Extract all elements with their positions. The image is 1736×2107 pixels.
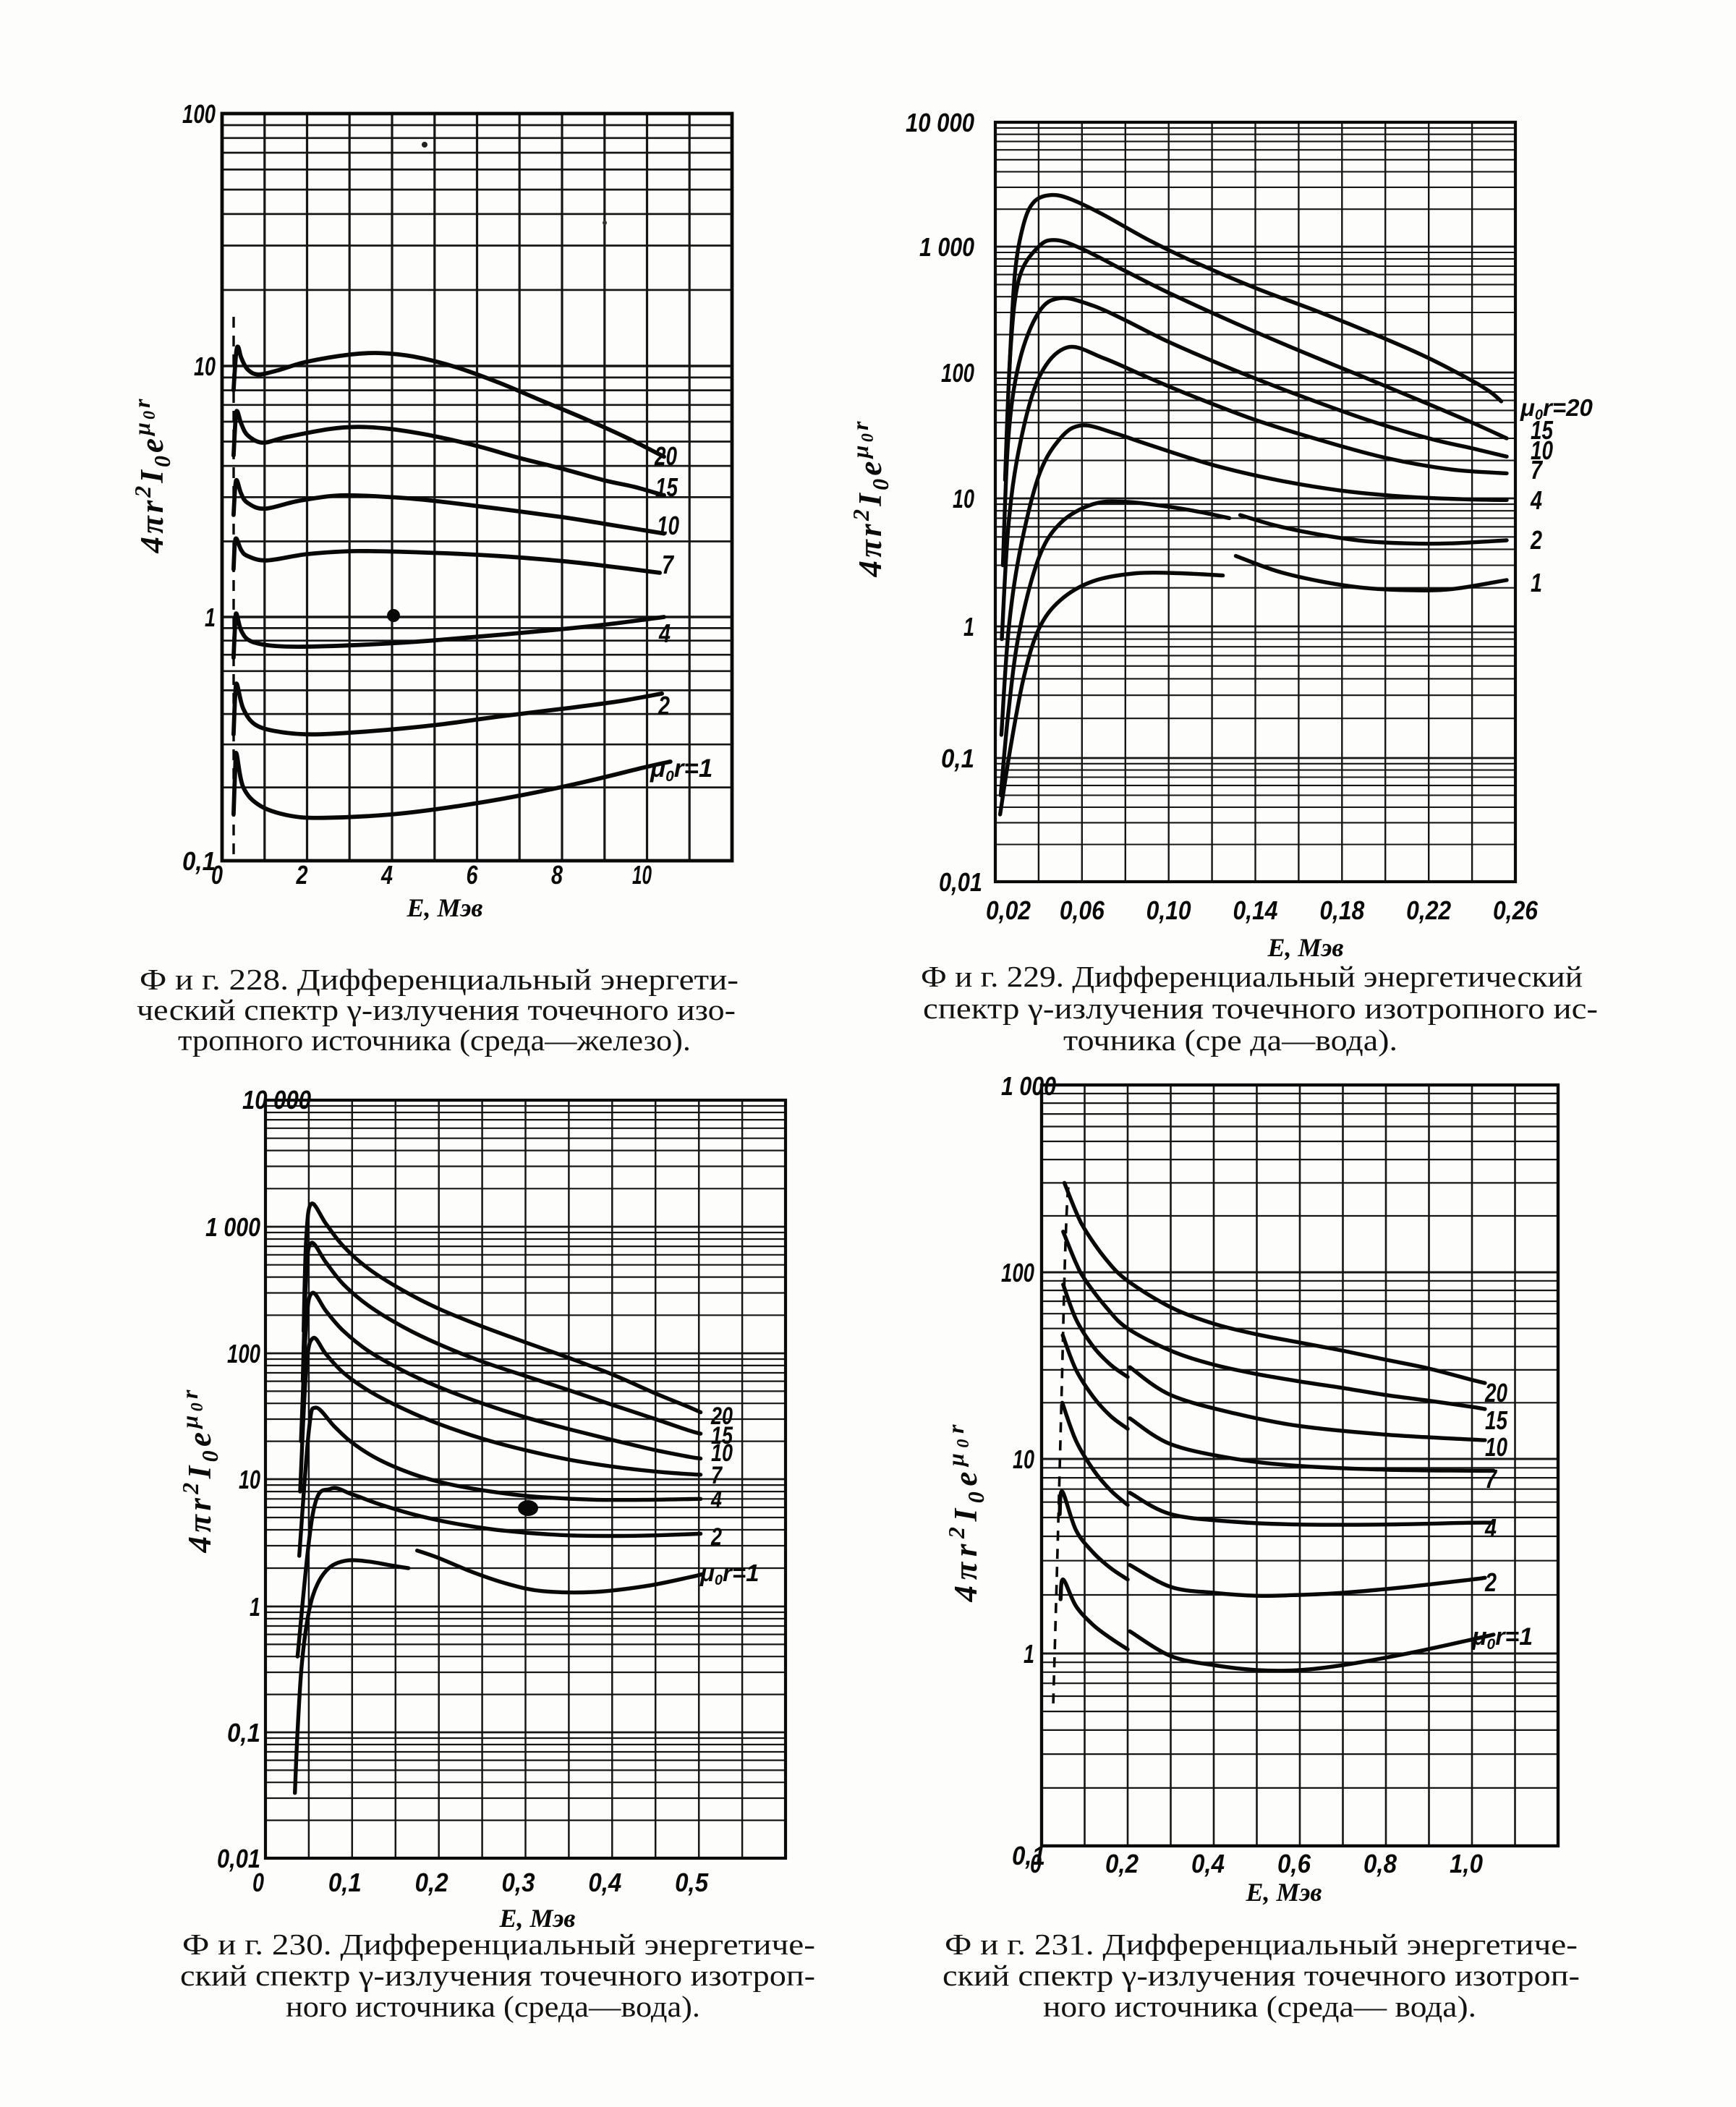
svg-text:E, Мэв: E, Мэв — [1245, 1878, 1322, 1907]
svg-text:0,1: 0,1 — [227, 1718, 260, 1748]
svg-text:0,14: 0,14 — [1233, 895, 1278, 925]
svg-text:20: 20 — [1484, 1378, 1507, 1408]
svg-text:10 000: 10 000 — [242, 1085, 311, 1115]
svg-text:ческий спектр γ-излучения точе: ческий спектр γ-излучения точечного изо- — [137, 993, 736, 1026]
svg-text:0: 0 — [252, 1868, 264, 1897]
svg-text:1: 1 — [250, 1592, 260, 1622]
svg-text:4: 4 — [1484, 1513, 1497, 1543]
svg-text:7: 7 — [1531, 455, 1544, 485]
svg-text:2: 2 — [296, 860, 308, 890]
svg-text:0,1: 0,1 — [941, 744, 974, 773]
svg-text:Ф и г. 228. Дифференциальный: Ф и г. 228. Дифференциальный энергети- — [140, 963, 739, 996]
svg-text:7: 7 — [711, 1462, 723, 1489]
svg-text:4: 4 — [710, 1486, 722, 1514]
svg-text:E, Мэв: E, Мэв — [498, 1904, 575, 1933]
svg-text:4πr2I0eμ0r: 4πr2I0eμ0r — [129, 399, 175, 554]
svg-text:8: 8 — [551, 860, 563, 890]
svg-text:0,2: 0,2 — [1105, 1849, 1139, 1878]
svg-text:10: 10 — [239, 1465, 260, 1494]
svg-text:0,6: 0,6 — [1277, 1849, 1311, 1878]
svg-text:1: 1 — [963, 612, 974, 642]
svg-text:10: 10 — [194, 352, 216, 381]
svg-text:7: 7 — [662, 550, 675, 579]
svg-text:100: 100 — [182, 99, 216, 129]
svg-text:0,01: 0,01 — [217, 1844, 260, 1873]
svg-text:0,22: 0,22 — [1406, 895, 1451, 925]
svg-text:1 000: 1 000 — [919, 232, 974, 262]
svg-text:2: 2 — [1530, 525, 1542, 555]
svg-text:10: 10 — [1013, 1444, 1034, 1474]
svg-text:0,5: 0,5 — [675, 1868, 709, 1897]
svg-text:10: 10 — [711, 1439, 733, 1467]
svg-text:10: 10 — [1531, 435, 1553, 465]
svg-text:1 000: 1 000 — [1001, 1071, 1056, 1101]
svg-text:4πr2I0eμ0r: 4πr2I0eμ0r — [847, 421, 893, 578]
svg-text:10: 10 — [1485, 1432, 1507, 1462]
svg-text:0,4: 0,4 — [1191, 1849, 1225, 1878]
svg-text:E, Мэв: E, Мэв — [1267, 933, 1343, 962]
svg-text:2: 2 — [1484, 1567, 1497, 1597]
svg-text:1: 1 — [1024, 1639, 1034, 1669]
svg-text:4: 4 — [1530, 485, 1542, 515]
svg-text:Ф и г. 229. Дифференциальный: Ф и г. 229. Дифференциальный энергетичес… — [921, 960, 1583, 993]
svg-text:0,1: 0,1 — [328, 1868, 362, 1897]
svg-text:0,1: 0,1 — [182, 846, 216, 876]
svg-text:4πr2I0eμ0r: 4πr2I0eμ0r — [176, 1389, 223, 1554]
svg-text:100: 100 — [227, 1339, 260, 1369]
svg-text:1: 1 — [1531, 568, 1542, 597]
svg-text:0,2: 0,2 — [415, 1868, 448, 1897]
svg-text:10: 10 — [953, 484, 974, 514]
svg-text:2: 2 — [658, 691, 670, 720]
svg-text:0,01: 0,01 — [939, 867, 982, 897]
svg-text:ного источника (среда—вода).: ного источника (среда—вода). — [286, 1990, 700, 2023]
svg-text:1: 1 — [205, 603, 216, 632]
svg-text:точника (сре да—вода).: точника (сре да—вода). — [1063, 1023, 1397, 1057]
svg-text:7: 7 — [1485, 1464, 1498, 1494]
svg-text:1,0: 1,0 — [1450, 1849, 1483, 1878]
svg-text:15: 15 — [655, 472, 678, 502]
svg-text:4: 4 — [380, 860, 393, 890]
svg-text:ский спектр γ-излучения точе: ский спектр γ-излучения точечного изотро… — [180, 1959, 815, 1992]
svg-text:6: 6 — [467, 860, 479, 890]
svg-text:Ф и г. 230. Дифференциальны: Ф и г. 230. Дифференциальный энергетиче- — [182, 1928, 815, 1961]
svg-text:μ0r=20: μ0r=20 — [1520, 394, 1593, 423]
svg-text:μ0r=1: μ0r=1 — [1471, 1623, 1533, 1653]
svg-text:0,02: 0,02 — [986, 895, 1031, 925]
svg-text:ский спектр γ-излучения точ: ский спектр γ-излучения точечного изотро… — [943, 1959, 1580, 1992]
svg-text:μ0r=1: μ0r=1 — [650, 754, 712, 785]
svg-text:0,4: 0,4 — [588, 1868, 621, 1897]
svg-text:10: 10 — [632, 860, 652, 890]
svg-text:20: 20 — [654, 441, 677, 471]
svg-text:15: 15 — [1485, 1405, 1508, 1435]
svg-text:4πr2I0eμ0r: 4πr2I0eμ0r — [943, 1424, 989, 1603]
svg-text:ного источника (среда— вода): ного источника (среда— вода). — [1043, 1990, 1476, 2023]
svg-text:10: 10 — [657, 511, 679, 540]
svg-text:100: 100 — [941, 358, 974, 388]
svg-text:спектр γ-излучения точечного: спектр γ-излучения точечного изотропного… — [923, 992, 1598, 1025]
svg-text:μ0r=1: μ0r=1 — [699, 1559, 760, 1588]
svg-text:0: 0 — [1030, 1849, 1042, 1878]
svg-text:0,06: 0,06 — [1060, 895, 1105, 925]
svg-text:2: 2 — [710, 1523, 722, 1551]
svg-text:0,3: 0,3 — [502, 1868, 535, 1897]
svg-text:0,10: 0,10 — [1146, 895, 1191, 925]
svg-text:E, Мэв: E, Мэв — [406, 893, 482, 922]
svg-text:0,26: 0,26 — [1493, 895, 1539, 925]
svg-text:15: 15 — [1531, 415, 1554, 445]
svg-text:4: 4 — [658, 618, 671, 648]
svg-text:0,8: 0,8 — [1363, 1849, 1397, 1878]
svg-text:10 000: 10 000 — [906, 108, 974, 137]
svg-text:0: 0 — [211, 860, 223, 890]
svg-text:Ф и г. 231. Дифференциальный: Ф и г. 231. Дифференциальный энергетиче- — [945, 1928, 1578, 1961]
svg-text:тропного источника (среда—желе: тропного источника (среда—железо). — [178, 1023, 691, 1057]
svg-text:0,1: 0,1 — [1012, 1841, 1045, 1870]
svg-text:0,18: 0,18 — [1319, 895, 1364, 925]
svg-text:100: 100 — [1001, 1258, 1034, 1287]
svg-text:15: 15 — [711, 1422, 733, 1450]
svg-text:1 000: 1 000 — [205, 1212, 260, 1242]
svg-text:20: 20 — [710, 1402, 733, 1430]
